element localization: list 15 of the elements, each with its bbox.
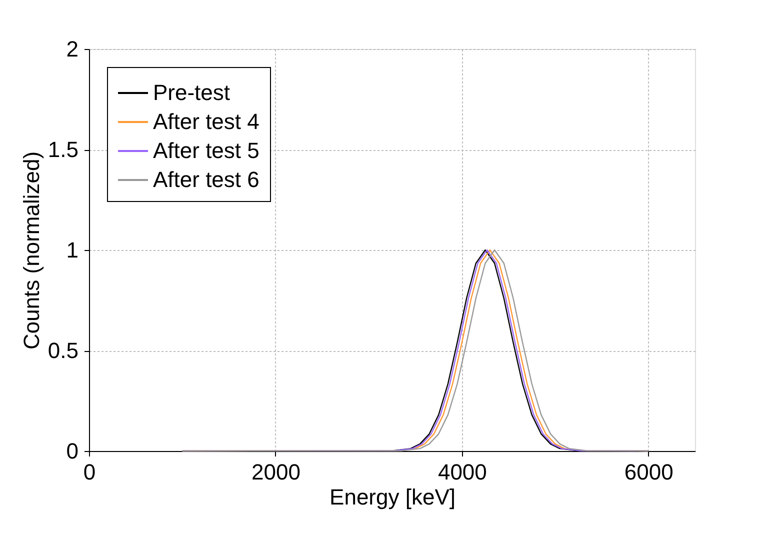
x-tick-label: 6000 (624, 460, 674, 484)
legend-label: Pre-test (153, 80, 230, 105)
y-axis-title: Counts (normalized) (18, 151, 44, 350)
legend-label: After test 4 (153, 109, 260, 134)
y-tick-label: 0.5 (48, 338, 78, 363)
y-tick-label: 1 (66, 238, 78, 262)
y-tick-label: 0 (66, 438, 78, 464)
x-tick-label: 0 (83, 460, 96, 484)
legend-label: After test 6 (153, 167, 260, 192)
x-axis-title: Energy [keV] (330, 484, 456, 510)
x-tick-label: 2000 (251, 460, 300, 484)
legend-label: After test 5 (153, 138, 260, 163)
y-tick-label: 1.5 (48, 137, 78, 162)
y-tick-label: 2 (66, 36, 78, 62)
x-tick-label: 4000 (438, 460, 487, 484)
